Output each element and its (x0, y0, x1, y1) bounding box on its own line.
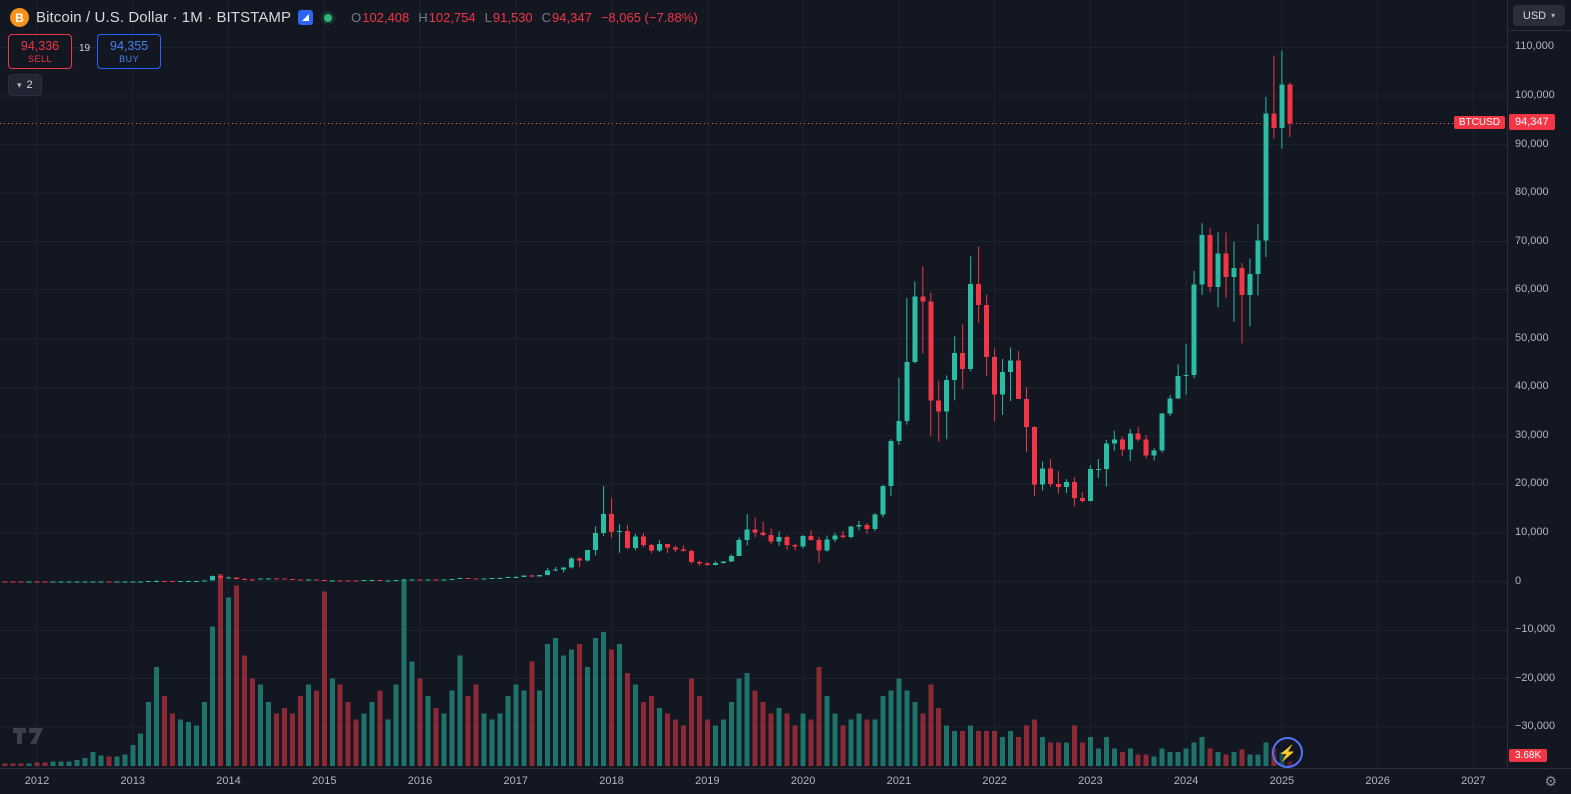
current-price-badge: 94,347 (1509, 114, 1555, 131)
time-tick-label: 2019 (695, 775, 720, 787)
current-volume-badge: 3.68K (1509, 749, 1548, 762)
price-tick-label: 70,000 (1515, 234, 1549, 247)
time-tick-label: 2021 (886, 775, 912, 787)
chart-canvas[interactable] (0, 0, 1507, 768)
tradingview-watermark[interactable] (12, 727, 48, 747)
time-tick-label: 2012 (24, 775, 50, 787)
sell-button[interactable]: 94,336 SELL (8, 34, 72, 69)
price-tick-label: 10,000 (1515, 525, 1549, 538)
price-tick-label: −10,000 (1515, 623, 1556, 636)
sell-label: SELL (27, 53, 53, 64)
price-tick-label: 30,000 (1515, 428, 1549, 441)
price-tick-label: 50,000 (1515, 331, 1549, 344)
spread-value: 19 (79, 43, 91, 54)
time-tick-label: 2027 (1461, 775, 1486, 787)
high-value: 102,754 (428, 10, 476, 25)
buy-label: BUY (119, 53, 140, 64)
price-tick-label: 40,000 (1515, 380, 1549, 393)
time-tick-label: 2024 (1173, 775, 1199, 787)
time-tick-label: 2016 (407, 775, 433, 787)
lightning-icon: ⚡ (1278, 744, 1297, 762)
caret-down-icon: ▾ (1551, 11, 1556, 20)
price-tick-label: −20,000 (1515, 671, 1556, 684)
close-value: 94,347 (552, 10, 592, 25)
high-label: H (418, 10, 428, 25)
time-tick-label: 2017 (503, 775, 529, 787)
lightning-button[interactable]: ⚡ (1272, 737, 1303, 768)
price-tick-label: 90,000 (1515, 137, 1549, 150)
change-value: −8,065 (−7.88%) (600, 10, 698, 25)
time-tick-label: 2018 (599, 775, 624, 787)
trade-widget: 94,336 SELL 19 94,355 BUY (8, 34, 162, 69)
price-tick-label: 20,000 (1515, 477, 1549, 490)
time-tick-label: 2023 (1078, 775, 1103, 787)
price-tick-label: 60,000 (1515, 283, 1549, 296)
market-status-icon (324, 13, 333, 22)
collapse-button[interactable]: ▾ 2 (8, 74, 42, 96)
time-tick-label: 2026 (1365, 775, 1390, 787)
symbol-legend: B Bitcoin / U.S. Dollar · 1M · BITSTAMP … (10, 8, 698, 27)
low-value: 91,530 (492, 10, 533, 25)
price-tick-label: 100,000 (1515, 89, 1555, 101)
open-label: O (351, 10, 362, 25)
ohlc-readout: O102,408 H102,754 L91,530 C94,347 −8,065… (351, 10, 698, 25)
low-label: L (484, 10, 492, 25)
price-tick-label: 80,000 (1515, 186, 1549, 199)
exchange-logo-icon (298, 10, 314, 25)
chevron-down-icon: ▾ (17, 79, 22, 90)
price-axis[interactable]: USD ▾ 94,347 3.68K 110,000 100,000 90,000 8… (1507, 0, 1571, 768)
buy-price: 94,355 (110, 39, 149, 54)
settings-gear-icon[interactable]: ⚙ (1544, 773, 1557, 789)
bitcoin-icon: B (10, 8, 29, 27)
currency-label: USD (1522, 9, 1547, 22)
price-tick-label: −30,000 (1515, 720, 1556, 733)
price-tick-label: 0 (1515, 574, 1522, 587)
symbol-price-line-badge: BTCUSD (1453, 116, 1505, 129)
sell-price: 94,336 (20, 39, 60, 54)
collapse-count: 2 (26, 79, 33, 91)
close-label: C (541, 10, 552, 25)
price-tick-label: 110,000 (1515, 40, 1554, 53)
currency-button[interactable]: USD ▾ (1513, 5, 1565, 26)
time-tick-label: 2013 (120, 775, 145, 787)
symbol-title[interactable]: Bitcoin / U.S. Dollar · 1M · BITSTAMP (36, 9, 292, 26)
time-tick-label: 2020 (790, 775, 816, 787)
axis-divider (1508, 30, 1571, 31)
time-tick-label: 2014 (216, 775, 241, 787)
time-tick-label: 2025 (1269, 775, 1295, 787)
buy-button[interactable]: 94,355 BUY (97, 34, 162, 69)
time-axis[interactable]: ⚙ 2012 2013 2014 2015 2016 2017 2018 2019 2020 20… (0, 768, 1571, 794)
time-tick-label: 2015 (312, 775, 337, 787)
open-value: 102,408 (362, 10, 410, 25)
time-tick-label: 2022 (982, 775, 1007, 787)
